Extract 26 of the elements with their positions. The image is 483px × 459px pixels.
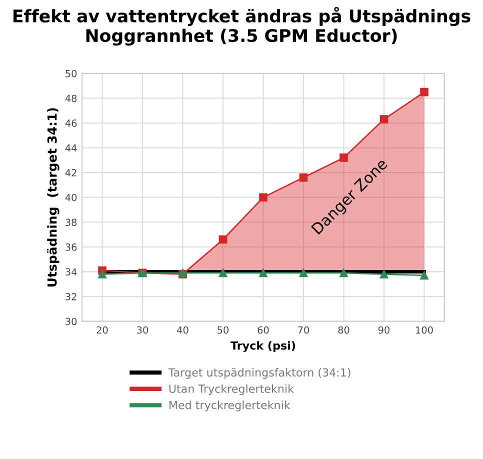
y-tick-label: 46 xyxy=(65,119,77,127)
legend-label: Utan Tryckreglerteknik xyxy=(169,384,294,396)
x-tick-label: 20 xyxy=(96,326,108,334)
x-tick-label: 70 xyxy=(298,326,310,334)
x-tick-label: 80 xyxy=(338,326,350,334)
y-tick-label: 32 xyxy=(66,292,76,300)
y-tick-label: 40 xyxy=(65,194,77,202)
x-tick-label: 50 xyxy=(218,326,229,334)
y-tick-label: 34 xyxy=(66,268,77,276)
x-tick-label: 60 xyxy=(258,326,269,334)
x-axis-title: Tryck (psi) xyxy=(230,341,296,352)
y-axis-title: Utspädning (target 34:1) xyxy=(46,108,60,286)
legend-label: Med tryckreglerteknik xyxy=(169,400,290,412)
x-tick-label: 30 xyxy=(137,326,148,334)
y-tick-label: 36 xyxy=(66,243,77,251)
y-tick-label: 30 xyxy=(66,318,77,326)
chart-title: Effekt av vattentrycket ändras på Utspädnings Noggrannhet (3.5 GPM Eductor) xyxy=(13,6,470,46)
y-tick-label: 38 xyxy=(66,218,77,226)
y-tick-label: 44 xyxy=(65,144,77,152)
y-tick-label: 42 xyxy=(65,169,76,176)
x-tick-label: 90 xyxy=(378,326,390,334)
x-tick-label: 40 xyxy=(177,326,188,334)
legend-label: Target utspädningsfaktorn (34:1) xyxy=(168,368,350,379)
y-tick-label: 48 xyxy=(65,94,77,102)
x-tick-label: 100 xyxy=(416,326,433,334)
y-tick-label: 50 xyxy=(66,70,77,78)
